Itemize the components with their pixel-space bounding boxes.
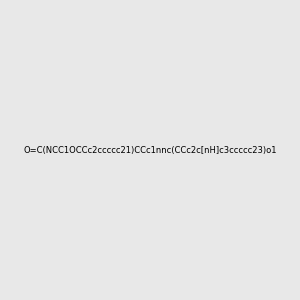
Text: O=C(NCC1OCCc2ccccc21)CCc1nnc(CCc2c[nH]c3ccccc23)o1: O=C(NCC1OCCc2ccccc21)CCc1nnc(CCc2c[nH]c3… bbox=[23, 146, 277, 154]
